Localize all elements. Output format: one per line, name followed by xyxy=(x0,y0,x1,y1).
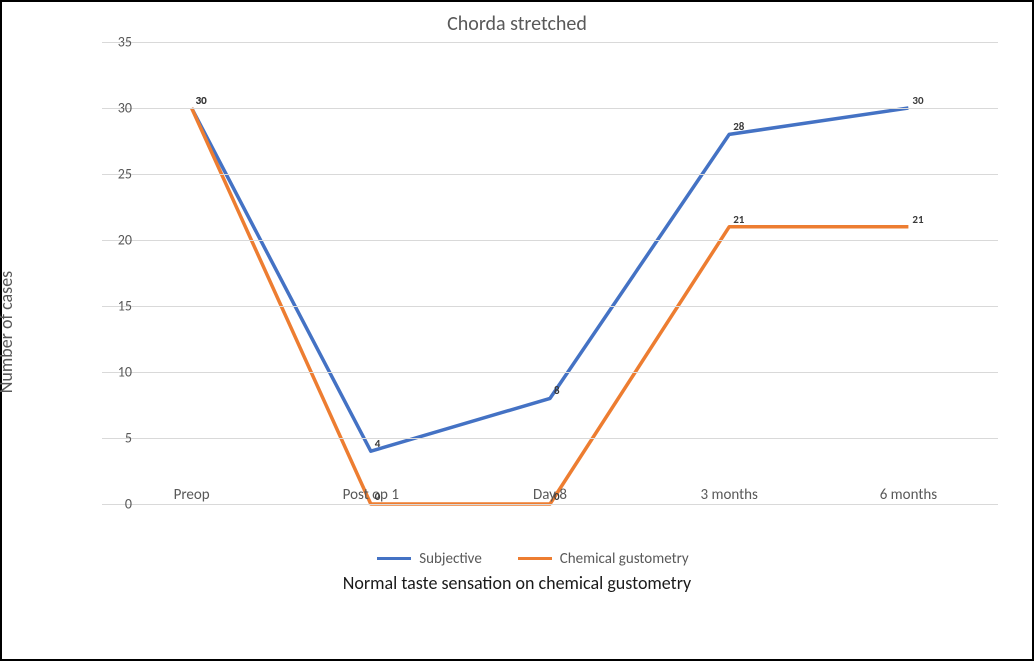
gridline xyxy=(102,504,998,505)
y-tick-label: 20 xyxy=(102,232,132,249)
y-tick-label: 5 xyxy=(102,430,132,447)
chart-caption: Normal taste sensation on chemical gusto… xyxy=(16,572,1018,594)
chart-title: Chorda stretched xyxy=(16,12,1018,36)
data-label: 0 xyxy=(554,490,560,503)
gridline xyxy=(102,108,998,109)
y-tick-label: 15 xyxy=(102,298,132,315)
y-axis-label: Number of cases xyxy=(0,271,17,393)
gridline xyxy=(102,438,998,439)
chart-legend: Subjective Chemical gustometry xyxy=(68,547,998,568)
gridline xyxy=(102,372,998,373)
data-label: 28 xyxy=(733,120,744,133)
chart-frame: Chorda stretched Number of cases 0 5 10 15 2… xyxy=(0,0,1034,661)
legend-swatch xyxy=(377,557,411,560)
gridline xyxy=(102,240,998,241)
data-label: 4 xyxy=(375,437,381,450)
series-line xyxy=(192,108,909,451)
x-tick-label: Day 8 xyxy=(533,486,567,504)
x-tick-label: 3 months xyxy=(700,486,757,504)
gridline xyxy=(102,306,998,307)
data-label: 30 xyxy=(196,94,207,107)
x-tick-label: Preop xyxy=(174,486,210,504)
data-label: 8 xyxy=(554,384,560,397)
gridline xyxy=(102,174,998,175)
data-label: 30 xyxy=(912,94,923,107)
y-tick-label: 25 xyxy=(102,166,132,183)
y-tick-label: 10 xyxy=(102,364,132,381)
legend-item: Subjective xyxy=(377,550,482,568)
y-tick-label: 0 xyxy=(102,496,132,513)
x-tick-label: Post op 1 xyxy=(343,486,399,504)
y-tick-label: 30 xyxy=(102,100,132,117)
data-label: 21 xyxy=(733,213,744,226)
legend-swatch xyxy=(518,557,552,560)
legend-label: Subjective xyxy=(419,550,482,568)
chart-holder: Chorda stretched Number of cases 0510152… xyxy=(16,12,1018,652)
data-label: 0 xyxy=(375,490,381,503)
plot-area-wrap: 05101520253035PreopPost op 1Day 83 month… xyxy=(68,42,998,532)
chart-svg xyxy=(102,42,998,504)
y-tick-label: 35 xyxy=(102,34,132,51)
x-tick-label: 6 months xyxy=(880,486,937,504)
plot-area: 05101520253035PreopPost op 1Day 83 month… xyxy=(102,42,998,504)
data-label: 21 xyxy=(912,213,923,226)
gridline xyxy=(102,42,998,43)
legend-item: Chemical gustometry xyxy=(518,550,689,568)
legend-label: Chemical gustometry xyxy=(560,550,689,568)
